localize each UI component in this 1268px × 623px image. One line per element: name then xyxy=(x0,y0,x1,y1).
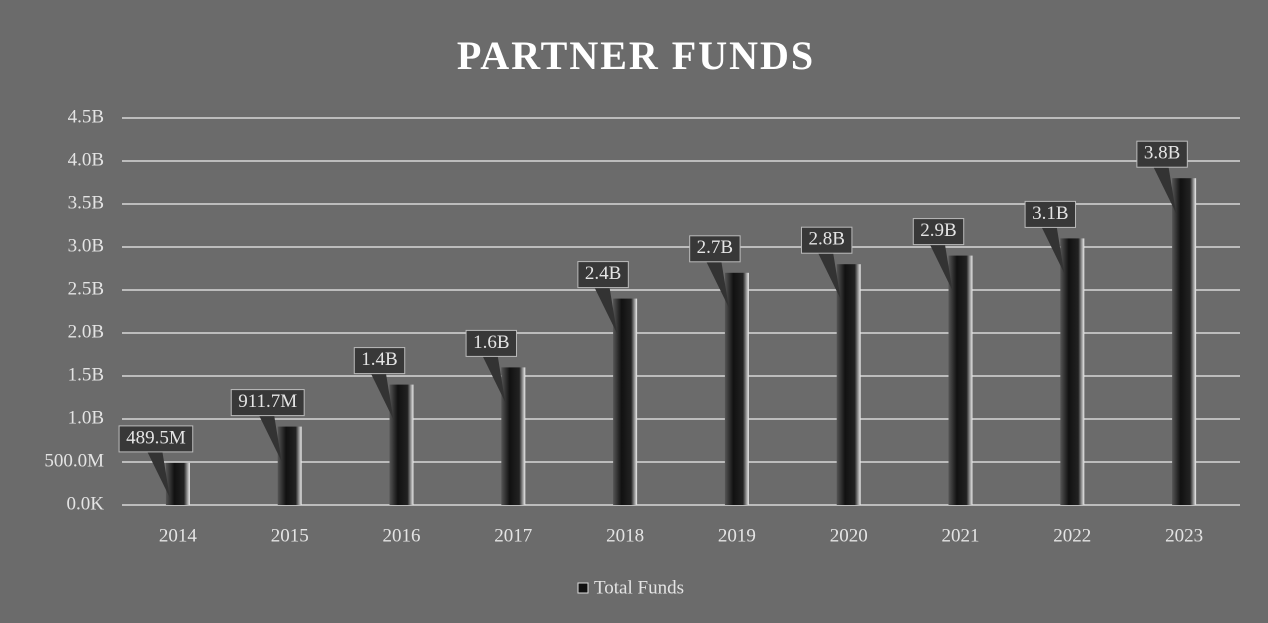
x-tick-label: 2019 xyxy=(718,525,756,546)
bar xyxy=(1172,178,1197,505)
x-tick-label: 2020 xyxy=(830,525,868,546)
legend-swatch xyxy=(577,582,589,594)
x-tick-label: 2023 xyxy=(1165,525,1203,546)
callout-box xyxy=(230,389,305,417)
callout-pointer xyxy=(1040,224,1065,274)
y-tick-label: 3.0B xyxy=(68,235,104,256)
y-tick-label: 4.0B xyxy=(68,149,104,170)
data-label: 2.9B xyxy=(920,220,956,241)
bar xyxy=(277,426,302,505)
x-tick-label: 2021 xyxy=(942,525,980,546)
callout-box xyxy=(1024,200,1077,228)
x-tick-label: 2017 xyxy=(494,525,532,546)
callout-box xyxy=(118,425,194,453)
callout-box xyxy=(465,329,518,357)
callout-box xyxy=(689,235,741,263)
callout-pointer xyxy=(928,241,953,291)
x-tick-label: 2014 xyxy=(159,525,198,546)
data-label: 3.1B xyxy=(1032,203,1068,224)
callout-box xyxy=(577,261,629,289)
callout-box xyxy=(912,218,965,246)
data-label: 911.7M xyxy=(238,391,297,412)
callout-box xyxy=(1136,140,1188,168)
data-label: 489.5M xyxy=(126,427,186,448)
x-tick-label: 2022 xyxy=(1053,525,1091,546)
data-label: 2.7B xyxy=(697,237,733,258)
data-label: 2.8B xyxy=(808,229,844,250)
x-tick-label: 2015 xyxy=(271,525,309,546)
y-tick-label: 3.5B xyxy=(68,192,104,213)
callout-box xyxy=(800,226,853,254)
callout-box xyxy=(353,347,406,375)
y-tick-label: 2.0B xyxy=(68,321,104,342)
callout-pointer xyxy=(816,250,841,300)
bar xyxy=(1060,238,1085,505)
data-label: 1.6B xyxy=(473,332,509,353)
callout-pointer xyxy=(704,258,729,308)
y-tick-label: 1.0B xyxy=(68,407,104,428)
bar xyxy=(948,255,973,505)
y-tick-label: 4.5B xyxy=(68,106,104,127)
y-tick-label: 500.0M xyxy=(44,450,104,471)
callout-pointer xyxy=(369,370,394,420)
bar xyxy=(724,272,749,505)
callout-pointer xyxy=(1152,164,1177,214)
x-tick-label: 2018 xyxy=(606,525,644,546)
y-tick-label: 1.5B xyxy=(68,364,104,385)
callout-pointer xyxy=(593,284,618,334)
y-tick-label: 2.5B xyxy=(68,278,104,299)
chart-title: PARTNER FUNDS xyxy=(457,33,815,78)
callout-pointer xyxy=(257,412,282,462)
bar xyxy=(836,264,861,505)
callout-pointer xyxy=(145,448,170,498)
data-label: 3.8B xyxy=(1144,143,1180,164)
x-tick-label: 2016 xyxy=(383,525,421,546)
data-label: 2.4B xyxy=(585,263,621,284)
callout-pointer xyxy=(481,353,506,403)
bar xyxy=(389,384,414,505)
y-tick-label: 0.0K xyxy=(67,493,105,514)
bar xyxy=(165,462,190,505)
data-label: 1.4B xyxy=(361,349,397,370)
bar xyxy=(613,298,638,505)
legend-label: Total Funds xyxy=(594,577,684,598)
bar xyxy=(501,367,526,505)
